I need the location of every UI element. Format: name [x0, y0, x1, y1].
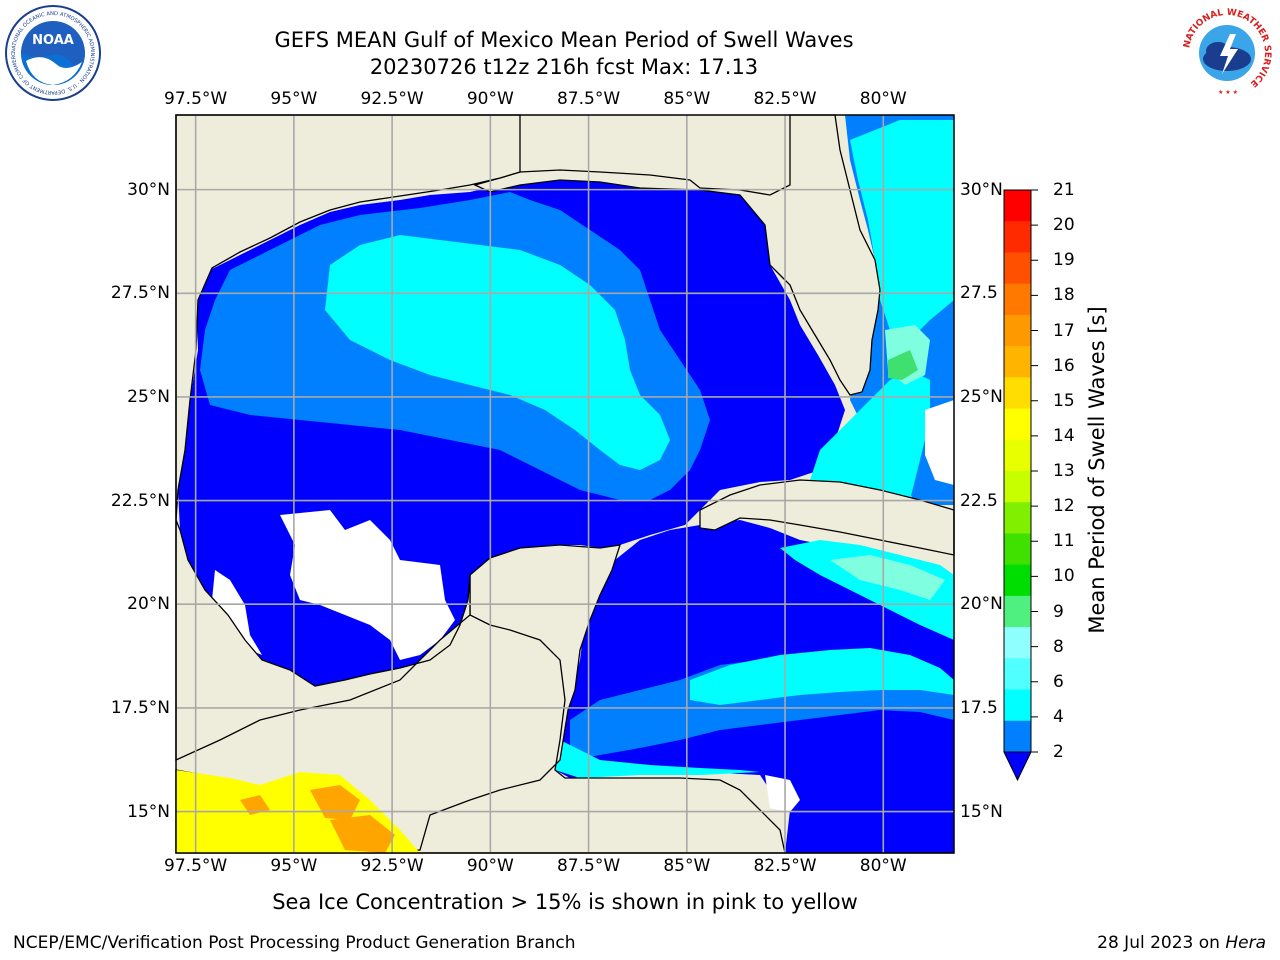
lon-tick-label-bottom: 82.5°W [753, 856, 817, 876]
lat-tick-label-right: 20°N [960, 594, 1003, 615]
colorbar [1003, 189, 1038, 782]
missing-data-honduras [765, 775, 800, 812]
lat-tick-label-right: 17.5 [960, 697, 998, 718]
colorbar-segment [1004, 377, 1031, 410]
svg-text:★ ★ ★: ★ ★ ★ [1218, 89, 1238, 96]
florida-straits-6-8 [810, 370, 930, 510]
atlantic-6-8 [850, 120, 954, 340]
colorbar-segment [1004, 533, 1031, 566]
lat-tick-label-left: 15°N [127, 801, 170, 822]
noaa-logo: NATIONAL OCEANIC AND ATMOSPHERIC ADMINIS… [4, 4, 101, 101]
colorbar-segment [1004, 564, 1031, 597]
lat-tick-label-left: 17.5°N [110, 697, 170, 718]
colorbar-segment [1004, 471, 1031, 503]
colorbar-tick-label: 12 [1053, 496, 1075, 517]
lat-tick-label-left: 25°N [127, 386, 170, 407]
colorbar-tick-label: 21 [1053, 180, 1075, 200]
colorbar-segment [1004, 720, 1031, 753]
colorbar-tick-label: 8 [1053, 636, 1064, 657]
colorbar-segment [1004, 283, 1031, 316]
colorbar-tick-label: 18 [1053, 285, 1075, 306]
colorbar-extend-arrow [1003, 751, 1032, 782]
colorbar-segment [1004, 627, 1031, 659]
footer-date: 28 Jul 2023 on Hera [1097, 932, 1266, 954]
lat-tick-label-right: 25°N [960, 386, 1003, 407]
nws-logo: NATIONAL WEATHER SERVICE ★ ★ ★ [1180, 6, 1274, 100]
lat-tick-label-left: 30°N [127, 179, 170, 200]
lon-tick-label-bottom: 92.5°W [360, 856, 424, 876]
colorbar-tick-label: 9 [1053, 601, 1064, 622]
map-area [175, 114, 955, 854]
lon-tick-label-top: 82.5°W [753, 89, 817, 109]
colorbar-segment [1004, 689, 1031, 722]
caribbean-ne-6-8 [780, 540, 954, 640]
colorbar-segment [1004, 658, 1031, 691]
colorbar-tick-label: 20 [1053, 215, 1075, 236]
colorbar-tick-label: 19 [1053, 250, 1075, 271]
footer-machine: Hera [1225, 933, 1266, 953]
colorbar-segment [1004, 252, 1031, 285]
colorbar-tick-label: 2 [1053, 742, 1064, 762]
lon-tick-label-top: 85°W [663, 89, 711, 109]
lon-tick-label-top: 97.5°W [164, 89, 228, 109]
colorbar-segment [1004, 408, 1031, 441]
lon-tick-label-bottom: 85°W [663, 856, 711, 876]
sea-ice-high-3 [240, 795, 270, 815]
lat-tick-label-left: 22.5°N [110, 490, 170, 511]
caribbean-band-south [555, 740, 760, 778]
colorbar-tick-label: 10 [1053, 566, 1075, 587]
lat-tick-label-right: 30°N [960, 179, 1003, 200]
colorbar-segment [1004, 595, 1031, 628]
lat-tick-label-right: 22.5 [960, 490, 998, 511]
ice-caption: Sea Ice Concentration > 15% is shown in … [272, 890, 858, 914]
lon-tick-label-top: 95°W [270, 89, 318, 109]
atlantic-10-12 [888, 350, 918, 380]
lon-tick-label-bottom: 95°W [270, 856, 318, 876]
colorbar-tick-label: 16 [1053, 355, 1075, 376]
missing-data-coast [212, 570, 262, 655]
lon-tick-label-bottom: 80°W [859, 856, 907, 876]
colorbar-tick-label: 6 [1053, 671, 1064, 692]
lat-tick-label-left: 27.5°N [110, 283, 170, 304]
colorbar-segment [1004, 314, 1031, 347]
lat-tick-label-left: 20°N [127, 594, 170, 615]
noaa-logo-text: NOAA [32, 33, 74, 48]
colorbar-segment [1004, 190, 1031, 222]
cuba-land [699, 479, 955, 556]
footer-date-text: 28 Jul 2023 on [1097, 933, 1226, 953]
colorbar-segment [1004, 346, 1031, 378]
lon-tick-label-bottom: 87.5°W [556, 856, 621, 876]
footer-branch: NCEP/EMC/Verification Post Processing Pr… [13, 933, 576, 953]
colorbar-segment [1004, 502, 1031, 534]
lon-tick-label-top: 90°W [466, 89, 514, 109]
colorbar-tick-label: 11 [1053, 531, 1075, 552]
lon-tick-label-top: 87.5°W [556, 89, 621, 109]
colorbar-tick-label: 4 [1053, 706, 1064, 727]
caribbean-band-6-8 [690, 648, 954, 705]
colorbar-label: Mean Period of Swell Waves [s] [1085, 306, 1109, 634]
colorbar-tick-label: 17 [1053, 320, 1075, 341]
colorbar-tick-label: 13 [1053, 461, 1075, 481]
chart-subtitle: 20230726 t12z 216h fcst Max: 17.13 [369, 55, 759, 79]
colorbar-segment [1004, 221, 1031, 253]
lon-tick-label-bottom: 97.5°W [164, 856, 228, 876]
missing-data-west [280, 510, 455, 660]
lat-tick-label-right: 27.5 [960, 283, 998, 304]
sea-ice-high-2 [330, 815, 395, 853]
north-land [175, 114, 521, 521]
map-frame [175, 114, 955, 854]
missing-data-bahamas [925, 400, 954, 485]
lon-tick-label-bottom: 90°W [466, 856, 514, 876]
chart-title: GEFS MEAN Gulf of Mexico Mean Period of … [274, 28, 854, 52]
lat-tick-label-right: 15°N [960, 801, 1003, 822]
colorbar-tick-label: 14 [1053, 425, 1075, 446]
colorbar-segment [1004, 439, 1031, 472]
colorbar-tick-label: 15 [1053, 390, 1075, 411]
lon-tick-label-top: 80°W [859, 89, 907, 109]
lon-tick-label-top: 92.5°W [360, 89, 424, 109]
caribbean-ne-8-10 [830, 555, 945, 600]
